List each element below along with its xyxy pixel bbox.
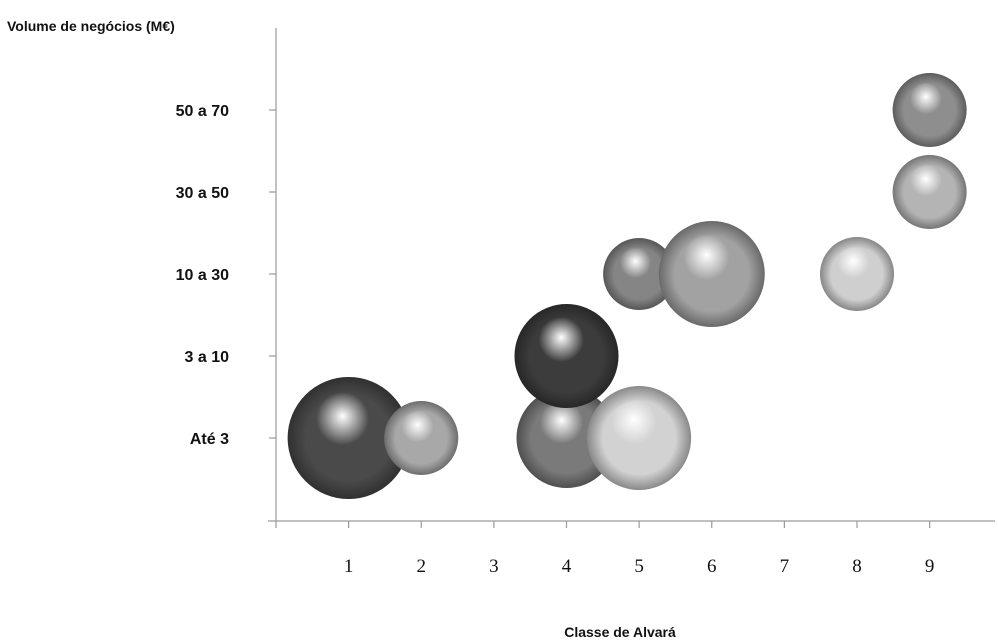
bubble-shading (892, 155, 967, 229)
bubble-shading (820, 237, 895, 311)
x-axis-ticks: 1 2 3 4 5 6 7 8 9 (275, 521, 935, 577)
y-tick-label: 3 a 10 (185, 349, 230, 366)
x-tick-label: 8 (852, 556, 862, 577)
y-tick-label: 10 a 30 (176, 267, 229, 284)
x-tick-label: 3 (489, 556, 499, 577)
bubble-shading (603, 238, 676, 310)
x-tick-label: 1 (344, 556, 354, 577)
bubble-shading (287, 377, 410, 499)
y-tick-label: Até 3 (190, 431, 229, 448)
bubble-shading (892, 73, 967, 147)
x-tick-label: 7 (780, 556, 790, 577)
x-axis-title: Classe de Alvará (564, 624, 676, 640)
x-tick-label: 5 (634, 556, 644, 577)
x-tick-label: 9 (925, 556, 935, 577)
bubble-shading (514, 304, 619, 408)
x-tick-label: 2 (417, 556, 427, 577)
bubble-shading (516, 388, 617, 488)
bubble-shading (384, 401, 459, 475)
bubble-series (287, 73, 967, 499)
x-tick-label: 4 (562, 556, 572, 577)
bubble-shading (658, 221, 765, 327)
bubble-shading (587, 386, 692, 490)
y-axis-ticks: Até 3 3 a 10 10 a 30 30 a 50 50 a 70 (176, 103, 276, 448)
x-tick-label: 6 (707, 556, 717, 577)
y-tick-label: 50 a 70 (176, 103, 229, 120)
y-tick-label: 30 a 50 (176, 185, 229, 202)
y-axis-title: Volume de negócios (M€) (7, 18, 175, 34)
